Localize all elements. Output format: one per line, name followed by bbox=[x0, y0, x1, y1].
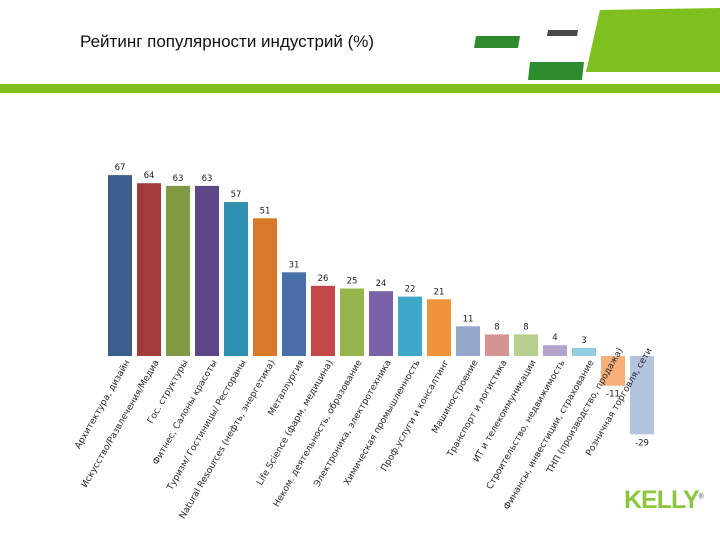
bar bbox=[572, 347, 596, 356]
data-label: 8 bbox=[494, 322, 499, 332]
data-label: 22 bbox=[405, 285, 416, 295]
data-label: 57 bbox=[231, 190, 242, 200]
bar bbox=[311, 285, 335, 356]
bar bbox=[369, 291, 393, 356]
header-band bbox=[0, 84, 720, 93]
header-tile-large bbox=[586, 8, 720, 72]
data-label: 26 bbox=[318, 274, 329, 284]
header-decoration bbox=[474, 8, 720, 80]
data-label: 67 bbox=[115, 163, 126, 173]
logo-mark: ® bbox=[698, 493, 704, 501]
bar bbox=[340, 288, 364, 356]
bar bbox=[253, 218, 277, 356]
data-label: 24 bbox=[376, 279, 387, 289]
bar bbox=[166, 185, 190, 356]
kelly-logo: KELLY® bbox=[624, 486, 704, 515]
data-label: 63 bbox=[173, 174, 184, 184]
data-label: 64 bbox=[144, 171, 155, 181]
data-label: 8 bbox=[523, 322, 528, 332]
header-tile-dark bbox=[528, 62, 584, 80]
category-label: Архитектура, дизайн bbox=[73, 358, 132, 450]
data-label: -29 bbox=[635, 438, 649, 448]
data-label: -11 bbox=[606, 390, 620, 400]
bar bbox=[514, 334, 538, 356]
header-tile-small bbox=[474, 36, 520, 48]
bar bbox=[137, 183, 161, 356]
data-label: 51 bbox=[260, 206, 271, 216]
bar bbox=[427, 299, 451, 356]
data-label: 21 bbox=[434, 287, 445, 297]
bar bbox=[630, 356, 654, 435]
bar bbox=[543, 345, 567, 356]
bar bbox=[456, 326, 480, 356]
data-label: 11 bbox=[463, 314, 474, 324]
logo-text: KELLY bbox=[624, 486, 700, 514]
header-tile-grey bbox=[547, 30, 578, 36]
page-title: Рейтинг популярности индустрий (%) bbox=[80, 32, 375, 51]
bar bbox=[195, 185, 219, 356]
data-label: 25 bbox=[347, 277, 358, 287]
data-label: 4 bbox=[552, 333, 557, 343]
bar bbox=[282, 272, 306, 356]
data-label: 63 bbox=[202, 174, 213, 184]
bar bbox=[224, 202, 248, 356]
bar bbox=[601, 356, 625, 386]
bar bbox=[398, 296, 422, 356]
data-label: 31 bbox=[289, 260, 300, 270]
data-label: 3 bbox=[581, 336, 586, 346]
bar bbox=[108, 175, 132, 356]
bar bbox=[485, 334, 509, 356]
